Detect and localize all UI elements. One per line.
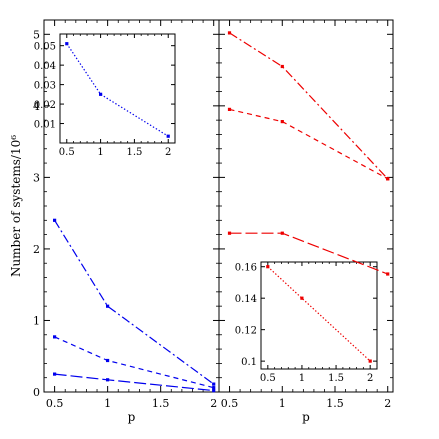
left-ytick-label-5: 5 <box>33 28 40 41</box>
left-inset-ytick-label-4: 0.05 <box>34 42 56 53</box>
right-series-1-point-1 <box>280 120 284 124</box>
left-series-2-line <box>54 373 214 392</box>
right-xtick-label-0: 0.5 <box>221 397 239 410</box>
right-xtick-label-3: 2 <box>384 397 391 410</box>
left-xtick-label-1: 1 <box>104 397 111 410</box>
left-series-2-point-2 <box>212 389 216 393</box>
left-series-0-point-1 <box>106 304 110 308</box>
right-inset-ytick-label-3: 0.16 <box>235 263 257 274</box>
right-inset-ytick-label-2: 0.14 <box>235 294 257 305</box>
right-inset-xtick-label-0: 0.5 <box>260 373 276 384</box>
left-inset-frame <box>59 33 176 144</box>
left-xtick-label-3: 2 <box>210 397 217 410</box>
left-inset-series-0-point-1 <box>99 92 103 96</box>
left-series-1-point-2 <box>212 386 216 390</box>
left-inset-xtick-label-2: 1.5 <box>126 147 142 158</box>
right-xlabel: p <box>302 410 310 424</box>
left-xtick-label-2: 1.5 <box>152 397 170 410</box>
left-series-1-point-0 <box>53 335 57 339</box>
left-inset-series-0-point-2 <box>166 134 170 138</box>
left-ylabel: Number of systems/10⁶ <box>9 135 23 277</box>
right-series-2-point-2 <box>386 272 390 276</box>
left-ytick-label-0: 0 <box>33 386 40 399</box>
right-inset-ytick-label-1: 0.12 <box>235 326 257 337</box>
left-series-2-point-1 <box>106 378 110 382</box>
right-inset-ytick-label-0: 0.1 <box>241 357 257 368</box>
right-xtick-label-2: 1.5 <box>326 397 344 410</box>
left-ytick-label-3: 3 <box>33 171 40 184</box>
right-series-0-line <box>229 32 389 180</box>
left-ytick-label-2: 2 <box>33 243 40 256</box>
left-inset-ytick-label-2: 0.03 <box>34 81 56 92</box>
left-inset-series-0-point-0 <box>65 42 69 46</box>
right-inset-xtick-label-3: 2 <box>367 373 373 384</box>
left-series-0-point-0 <box>53 218 57 222</box>
right-inset-xtick-label-2: 1.5 <box>328 373 344 384</box>
left-inset-ytick-label-1: 0.02 <box>34 100 56 111</box>
left-inset-xtick-label-1: 1 <box>97 147 103 158</box>
right-inset-xtick-label-1: 1 <box>299 373 305 384</box>
frames <box>43 19 394 393</box>
right-series-2-point-1 <box>280 231 284 235</box>
series <box>53 31 390 393</box>
left-series-1-line <box>54 336 214 389</box>
left-xtick-label-0: 0.5 <box>46 397 64 410</box>
right-series-1-point-2 <box>386 177 390 181</box>
left-inset-ytick-label-0: 0.01 <box>34 120 56 131</box>
right-inset-frame <box>260 261 378 370</box>
left-ytick-label-4: 4 <box>33 100 40 113</box>
right-inset-series-0-point-2 <box>368 359 372 363</box>
left-series-0-point-2 <box>212 382 216 386</box>
ticks <box>44 20 393 393</box>
right-inset-series-0-point-0 <box>266 265 270 269</box>
left-ytick-label-1: 1 <box>33 314 40 327</box>
right-series-1-point-0 <box>227 107 232 111</box>
labels: 0.5 1 1.5 2 0 1 2 3 4 5 p Number of systems/10⁶ 0.5 1… <box>9 28 391 424</box>
left-xlabel: p <box>128 410 136 424</box>
left-series-2-point-0 <box>53 372 57 376</box>
right-series-0-point-0 <box>227 31 232 35</box>
left-series-0-line <box>54 219 215 385</box>
right-series-0-point-1 <box>280 64 284 69</box>
left-inset-xtick-label-0: 0.5 <box>59 147 75 158</box>
right-xtick-label-1: 1 <box>279 397 286 410</box>
left-inset-ytick-label-3: 0.04 <box>34 61 56 72</box>
left-inset-xtick-label-3: 2 <box>165 147 171 158</box>
left-series-1-point-1 <box>106 358 110 363</box>
right-series-2-point-0 <box>227 231 232 235</box>
right-series-1-line <box>229 108 388 180</box>
right-inset-series-0-point-1 <box>300 296 304 300</box>
